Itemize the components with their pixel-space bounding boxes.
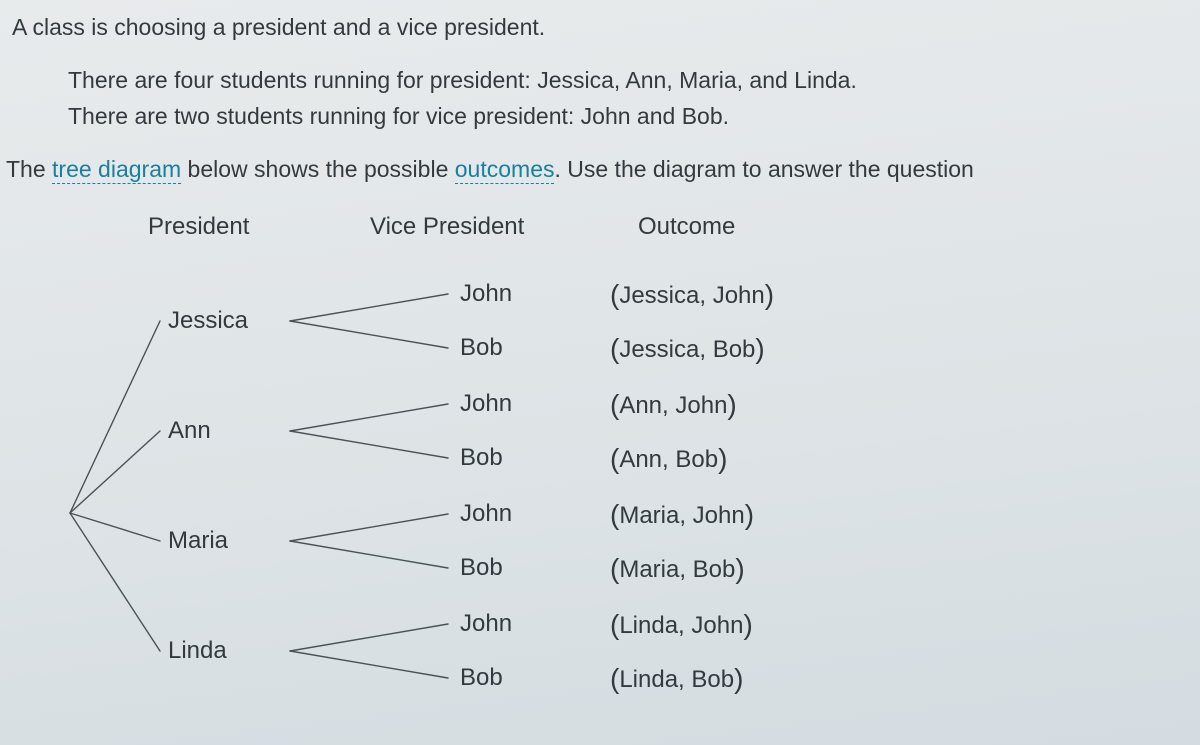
- outcome: (Ann, John): [610, 388, 737, 420]
- vp-label: Bob: [460, 334, 503, 362]
- instruction-line: The tree diagram below shows the possibl…: [0, 156, 1200, 183]
- outcome: (Maria, John): [610, 498, 754, 530]
- vp-label: John: [460, 610, 512, 638]
- outcome: (Linda, Bob): [610, 662, 743, 694]
- detail-line-2: There are two students running for vice …: [68, 99, 1200, 135]
- detail-line-1: There are four students running for pres…: [68, 63, 1200, 99]
- outcome: (Linda, John): [610, 608, 753, 640]
- header-vice-president: Vice President: [370, 213, 524, 241]
- president-label: Jessica: [168, 307, 248, 335]
- term-tree-diagram[interactable]: tree diagram: [52, 156, 181, 184]
- vp-label: John: [460, 390, 512, 418]
- outcome: (Ann, Bob): [610, 442, 727, 474]
- vp-label: Bob: [460, 664, 503, 692]
- vp-label: John: [460, 500, 512, 528]
- vp-label: John: [460, 280, 512, 308]
- vp-label: Bob: [460, 554, 503, 582]
- outcome: (Jessica, John): [610, 278, 774, 310]
- president-label: Ann: [168, 417, 211, 445]
- vp-label: Bob: [460, 444, 503, 472]
- tree-diagram: President Vice President Outcome Jessica Joh…: [0, 213, 1200, 713]
- instruction-prefix: The: [6, 156, 52, 182]
- page-root: A class is choosing a president and a vi…: [0, 0, 1200, 745]
- outcome: (Maria, Bob): [610, 552, 745, 584]
- header-president: President: [148, 213, 249, 241]
- president-label: Maria: [168, 527, 228, 555]
- outcome: (Jessica, Bob): [610, 332, 765, 364]
- intro-line: A class is choosing a president and a vi…: [0, 14, 1200, 41]
- president-label: Linda: [168, 637, 227, 665]
- instruction-suffix: . Use the diagram to answer the question: [554, 156, 973, 182]
- header-outcome: Outcome: [638, 213, 735, 241]
- term-outcomes[interactable]: outcomes: [455, 156, 555, 184]
- detail-block: There are four students running for pres…: [0, 63, 1200, 134]
- instruction-mid: below shows the possible: [181, 156, 455, 182]
